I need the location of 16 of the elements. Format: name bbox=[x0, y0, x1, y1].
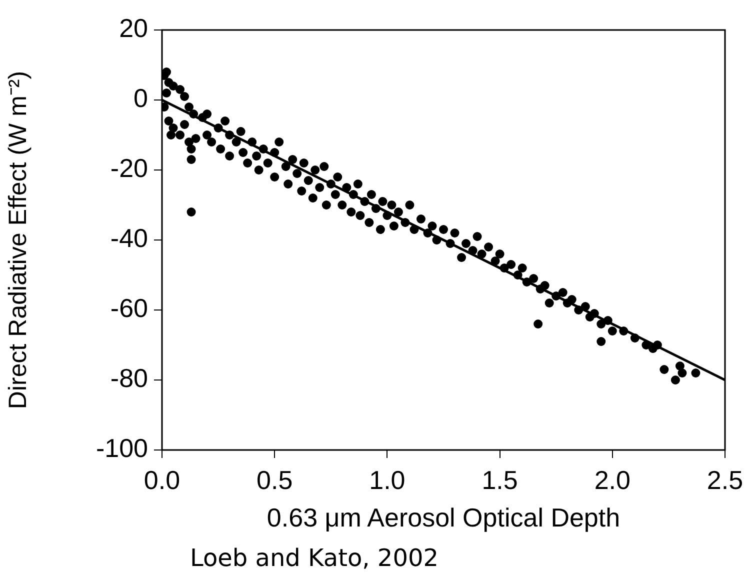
y-tick-label: -20 bbox=[110, 153, 148, 184]
x-axis-title: 0.63 μm Aerosol Optical Depth bbox=[266, 502, 620, 533]
x-tick-label: 0.0 bbox=[144, 464, 180, 495]
x-tick-label: 1.5 bbox=[482, 464, 518, 495]
y-tick-label: -40 bbox=[110, 223, 148, 254]
y-tick-label: -100 bbox=[96, 433, 148, 464]
y-tick-label: -80 bbox=[110, 363, 148, 394]
y-axis-title: Direct Radiative Effect (W m⁻²) bbox=[4, 70, 32, 410]
y-tick-label: 20 bbox=[119, 13, 148, 44]
x-tick-label: 2.5 bbox=[706, 464, 744, 495]
y-tick-label: 0 bbox=[134, 83, 148, 114]
y-tick-label: -60 bbox=[110, 293, 148, 324]
x-tick-label: 1.0 bbox=[369, 464, 406, 495]
text: Loeb and Kato, 2002 bbox=[190, 544, 438, 572]
x-tick-label: 0.5 bbox=[256, 464, 293, 495]
x-tick-label: 2.0 bbox=[594, 464, 630, 495]
